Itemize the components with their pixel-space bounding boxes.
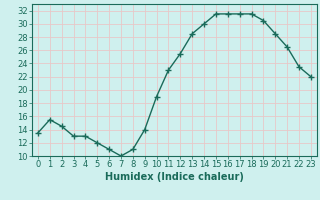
X-axis label: Humidex (Indice chaleur): Humidex (Indice chaleur) bbox=[105, 172, 244, 182]
